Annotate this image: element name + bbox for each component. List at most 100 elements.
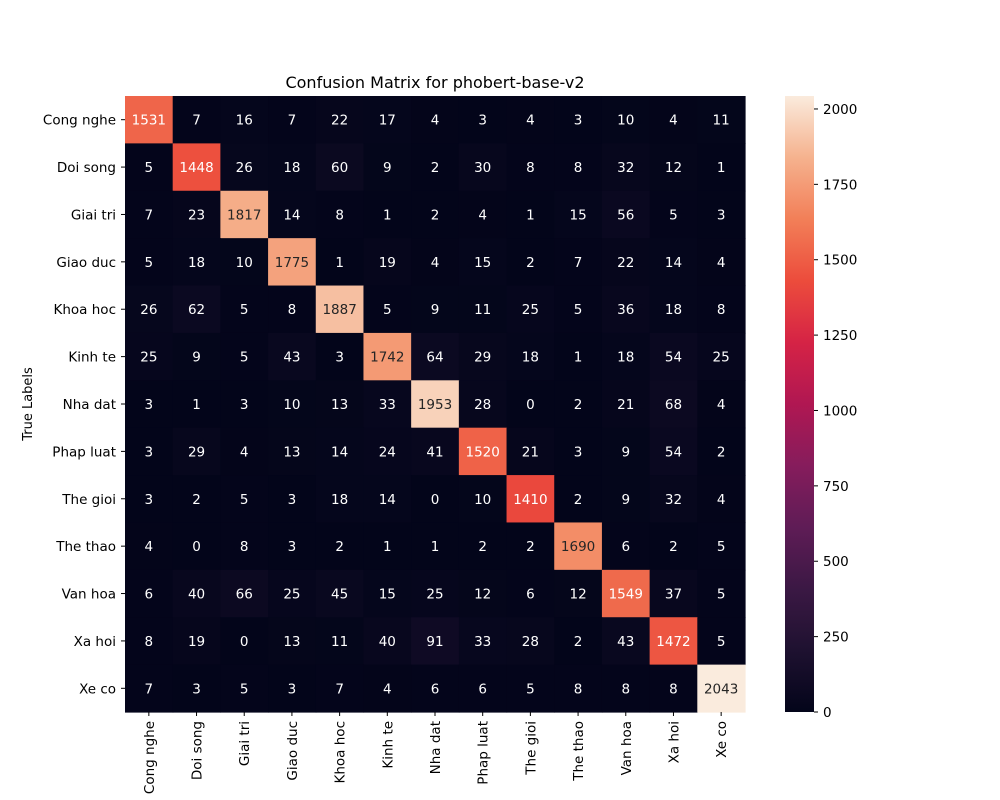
heatmap-cell: [363, 238, 412, 287]
cell-value-label: 32: [665, 492, 682, 508]
x-tick-label: Khoa hoc: [333, 721, 349, 783]
cell-value-label: 1448: [179, 160, 213, 176]
heatmap-cell: [268, 427, 317, 476]
cell-value-label: 3: [145, 397, 154, 413]
heatmap-cell: [697, 190, 746, 239]
cell-value-label: 1410: [513, 492, 547, 508]
heatmap-cell: [220, 617, 269, 666]
heatmap-cell: [554, 332, 603, 381]
heatmap-cell: [697, 238, 746, 287]
cell-value-label: 8: [621, 681, 630, 697]
heatmap-cell: [315, 522, 365, 571]
heatmap-cell: [125, 664, 174, 713]
heatmap-cell: [506, 427, 555, 476]
heatmap-cell: [554, 190, 603, 239]
cell-value-label: 14: [283, 207, 300, 223]
cell-value-label: 33: [474, 634, 491, 650]
cell-annotations: 1531 7 16 7 22 17 4 3 4 3 10 4 115 1448 26 18 60 9 2 30 8 8 32…: [132, 113, 739, 698]
heatmap-cell: [220, 664, 269, 713]
y-axis-label: True Labels: [21, 367, 36, 442]
heatmap-cell: [172, 569, 221, 618]
cell-value-label: 28: [522, 634, 539, 650]
heatmap-cell: [315, 143, 365, 192]
heatmap-cell: [649, 427, 698, 476]
heatmap-cell: [315, 569, 365, 618]
heatmap-cell: [411, 143, 460, 192]
cell-value-label: 10: [474, 492, 491, 508]
cell-value-label: 5: [717, 587, 726, 603]
cell-value-label: 0: [526, 397, 535, 413]
x-tick-label: Xe co: [714, 721, 730, 758]
heatmap-cell: [220, 285, 269, 334]
heatmap-cell: [458, 475, 508, 524]
cell-value-label: 8: [335, 207, 344, 223]
y-tick-label: Doi song: [57, 160, 116, 176]
heatmap-cell: [697, 427, 746, 476]
heatmap-cell: [411, 238, 460, 287]
cell-value-label: 6: [431, 681, 440, 697]
heatmap-cell: [172, 190, 221, 239]
cell-value-label: 5: [574, 302, 583, 318]
heatmap-cell: [125, 569, 174, 618]
cell-value-label: 16: [236, 113, 253, 129]
heatmap-cell: [554, 380, 603, 429]
cell-value-label: 0: [240, 634, 249, 650]
x-tick-labels: Cong nghe Doi song Giai tri Giao duc Khoa ho…: [142, 712, 730, 794]
cell-value-label: 3: [288, 539, 297, 555]
cell-value-label: 6: [621, 539, 630, 555]
heatmap-cell: [601, 617, 651, 666]
heatmap-cell: [172, 664, 221, 713]
heatmap-cell: [601, 380, 651, 429]
cell-value-label: 8: [574, 681, 583, 697]
heatmap-cell: [315, 380, 365, 429]
cell-value-label: 3: [192, 681, 201, 697]
y-tick-label: Xa hoi: [74, 634, 116, 650]
cell-value-label: 25: [283, 587, 300, 603]
cell-value-label: 8: [288, 302, 297, 318]
cell-value-label: 3: [145, 492, 154, 508]
heatmap-cell: [458, 238, 508, 287]
chart-title: Confusion Matrix for phobert-base-v2: [285, 73, 584, 92]
cell-value-label: 28: [474, 397, 491, 413]
cell-value-label: 26: [236, 160, 253, 176]
x-tick-label: Doi song: [190, 721, 206, 780]
heatmap-cell: [363, 380, 412, 429]
heatmap-cell: [268, 238, 317, 287]
cell-value-label: 5: [669, 207, 678, 223]
cell-value-label: 3: [574, 444, 583, 460]
cell-value-label: 60: [331, 160, 348, 176]
heatmap-cell: [601, 285, 651, 334]
cell-value-label: 18: [522, 350, 539, 366]
heatmap-cell: [649, 569, 698, 618]
cell-value-label: 2043: [704, 681, 738, 697]
cell-value-label: 37: [665, 587, 682, 603]
heatmap-cell: [172, 332, 221, 381]
cell-value-label: 40: [188, 587, 205, 603]
cell-value-label: 5: [526, 681, 535, 697]
cell-value-label: 8: [717, 302, 726, 318]
cell-value-label: 4: [383, 681, 392, 697]
cell-value-label: 1775: [275, 255, 309, 271]
heatmap-cell: [125, 190, 174, 239]
heatmap-cell: [268, 475, 317, 524]
x-tick-label: Van hoa: [619, 721, 635, 775]
cell-value-label: 26: [140, 302, 157, 318]
heatmap-cell: [125, 427, 174, 476]
heatmap-cell: [411, 380, 460, 429]
heatmap-cell: [506, 569, 555, 618]
y-tick-label: Cong nghe: [43, 113, 116, 129]
cell-value-label: 7: [288, 113, 297, 129]
x-tick-label: Kinh te: [380, 721, 396, 769]
cell-value-label: 1690: [561, 539, 595, 555]
heatmap-cell: [649, 190, 698, 239]
cell-value-label: 4: [145, 539, 154, 555]
cell-value-label: 5: [717, 634, 726, 650]
cell-value-label: 18: [665, 302, 682, 318]
heatmap-cell: [601, 332, 651, 381]
heatmap-cell: [172, 427, 221, 476]
cell-value-label: 5: [145, 160, 154, 176]
heatmap-cell: [220, 522, 269, 571]
cell-value-label: 2: [526, 255, 535, 271]
heatmap-cell: [506, 190, 555, 239]
